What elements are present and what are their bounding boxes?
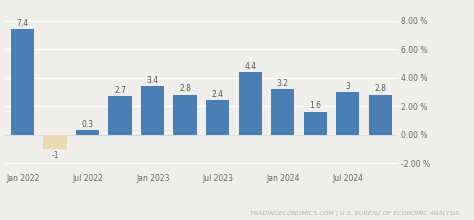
Bar [271, 89, 294, 135]
Bar [11, 29, 34, 135]
Text: TRADINGECONOMICS.COM | U.S. BUREAU OF ECONOMIC ANALYSIS: TRADINGECONOMICS.COM | U.S. BUREAU OF EC… [250, 210, 460, 216]
Bar [141, 86, 164, 135]
Text: 3.4: 3.4 [146, 76, 159, 85]
Text: 2.4: 2.4 [212, 90, 224, 99]
Text: 2.7: 2.7 [114, 86, 126, 95]
Bar [109, 96, 132, 135]
Text: 4.4: 4.4 [244, 62, 256, 71]
Text: 2.8: 2.8 [374, 84, 386, 93]
Bar [336, 92, 359, 135]
Bar [303, 112, 327, 135]
Bar [173, 95, 197, 135]
Text: 7.4: 7.4 [17, 19, 29, 28]
Bar [238, 72, 262, 135]
Bar [44, 135, 67, 149]
Bar [206, 101, 229, 135]
Bar [76, 130, 100, 135]
Text: 3: 3 [346, 82, 350, 90]
Text: 0.3: 0.3 [82, 120, 94, 129]
Text: -1: -1 [51, 150, 59, 160]
Text: 2.8: 2.8 [179, 84, 191, 93]
Text: 1.6: 1.6 [309, 101, 321, 110]
Text: 3.2: 3.2 [277, 79, 289, 88]
Bar [369, 95, 392, 135]
